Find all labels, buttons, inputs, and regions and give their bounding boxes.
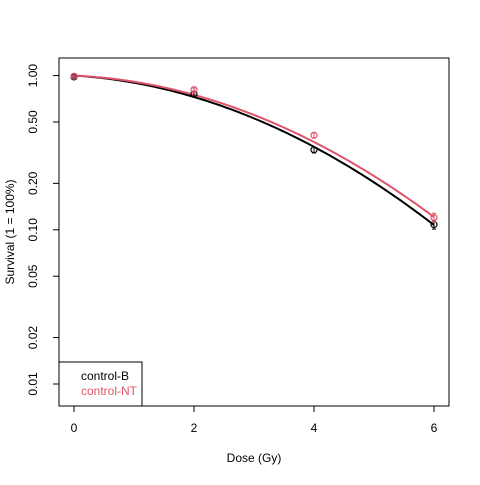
y-tick-label: 1.00 (26, 64, 40, 88)
data-point (70, 72, 78, 80)
fit-curve-control-NT (73, 74, 435, 218)
y-tick-label: 0.10 (26, 218, 40, 242)
y-tick-label: 0.02 (26, 326, 40, 350)
x-tick-label: 4 (311, 421, 318, 435)
data-point (430, 213, 438, 222)
x-tick-label: 6 (431, 421, 438, 435)
data-point (190, 86, 198, 94)
x-axis-label: Dose (Gy) (227, 451, 282, 465)
x-tick-label: 0 (71, 421, 78, 435)
y-tick-label: 0.05 (26, 264, 40, 288)
plot-frame (58, 57, 450, 407)
data-points (70, 72, 438, 230)
data-point (310, 131, 318, 139)
legend-label: control-B (81, 369, 129, 383)
x-tick-label: 2 (191, 421, 198, 435)
legend-label: control-NT (81, 384, 138, 398)
y-axis-label: Survival (1 = 100%) (3, 179, 17, 284)
y-tick-label: 0.50 (26, 110, 40, 134)
legend-box (58, 361, 143, 407)
data-point (310, 146, 318, 154)
fit-curves (73, 74, 435, 226)
y-tick-label: 0.01 (26, 372, 40, 396)
y-tick-label: 0.20 (26, 171, 40, 195)
